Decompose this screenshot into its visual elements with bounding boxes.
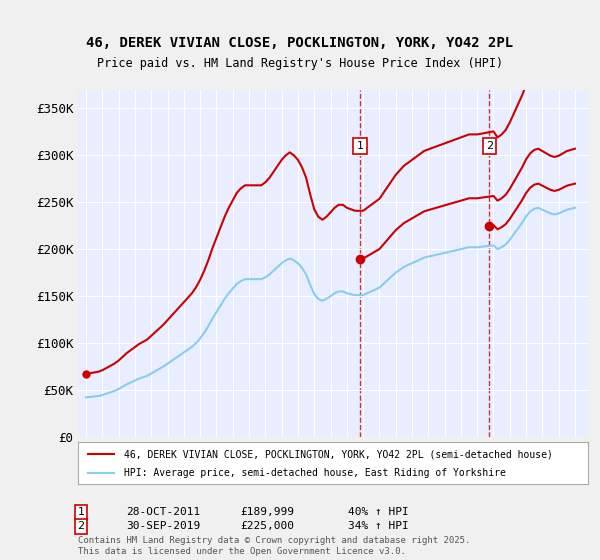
Text: £225,000: £225,000 bbox=[240, 521, 294, 531]
Text: £189,999: £189,999 bbox=[240, 507, 294, 517]
Text: HPI: Average price, semi-detached house, East Riding of Yorkshire: HPI: Average price, semi-detached house,… bbox=[124, 468, 506, 478]
Text: 30-SEP-2019: 30-SEP-2019 bbox=[126, 521, 200, 531]
Text: 46, DEREK VIVIAN CLOSE, POCKLINGTON, YORK, YO42 2PL: 46, DEREK VIVIAN CLOSE, POCKLINGTON, YOR… bbox=[86, 36, 514, 50]
Text: 2: 2 bbox=[77, 521, 85, 531]
Text: Contains HM Land Registry data © Crown copyright and database right 2025.
This d: Contains HM Land Registry data © Crown c… bbox=[78, 536, 470, 556]
Text: 28-OCT-2011: 28-OCT-2011 bbox=[126, 507, 200, 517]
Text: 2: 2 bbox=[486, 141, 493, 151]
Text: 46, DEREK VIVIAN CLOSE, POCKLINGTON, YORK, YO42 2PL (semi-detached house): 46, DEREK VIVIAN CLOSE, POCKLINGTON, YOR… bbox=[124, 449, 553, 459]
Text: Price paid vs. HM Land Registry's House Price Index (HPI): Price paid vs. HM Land Registry's House … bbox=[97, 57, 503, 70]
Text: 1: 1 bbox=[357, 141, 364, 151]
Text: 40% ↑ HPI: 40% ↑ HPI bbox=[348, 507, 409, 517]
Text: 34% ↑ HPI: 34% ↑ HPI bbox=[348, 521, 409, 531]
Text: 1: 1 bbox=[77, 507, 85, 517]
